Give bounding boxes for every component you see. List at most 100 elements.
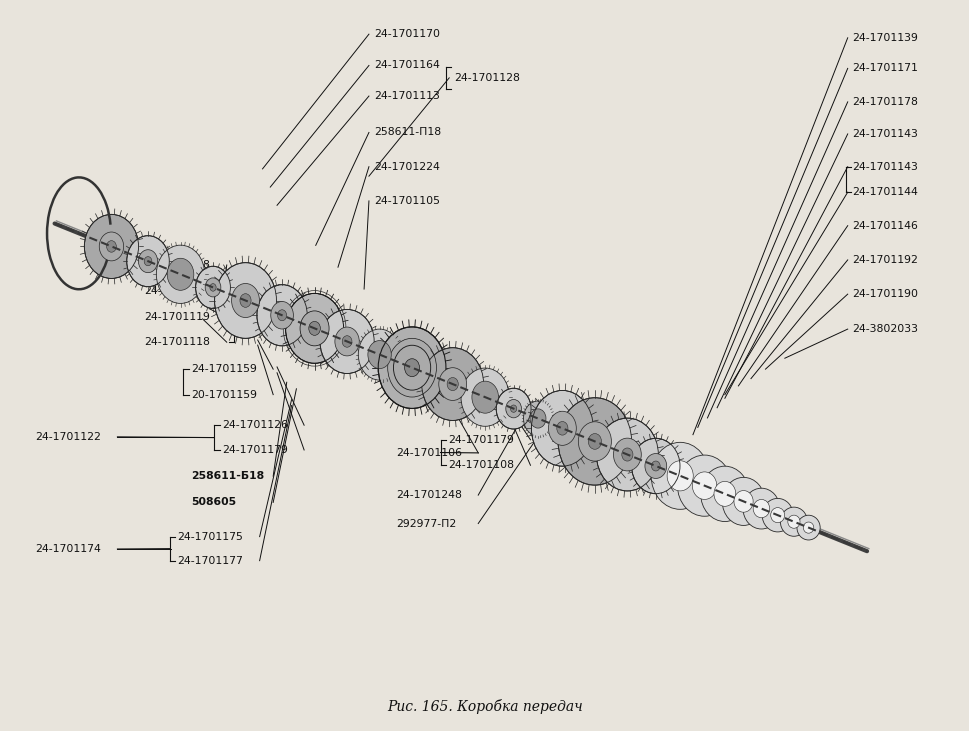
Ellipse shape: [578, 422, 610, 461]
Ellipse shape: [257, 284, 307, 346]
Ellipse shape: [447, 377, 457, 390]
Ellipse shape: [404, 359, 419, 376]
Text: 24-1701190: 24-1701190: [852, 289, 918, 299]
Ellipse shape: [334, 327, 359, 356]
Text: 24-1701179: 24-1701179: [448, 435, 514, 444]
Text: 24-1701118: 24-1701118: [144, 337, 210, 347]
Text: 24-3802033: 24-3802033: [852, 324, 918, 334]
Ellipse shape: [285, 293, 343, 363]
Text: 258611-Б18: 258611-Б18: [191, 471, 264, 481]
Ellipse shape: [144, 257, 152, 266]
Text: 24-1701159: 24-1701159: [191, 364, 257, 374]
Ellipse shape: [676, 455, 731, 516]
Text: 24-1701126: 24-1701126: [222, 420, 288, 431]
Ellipse shape: [621, 448, 633, 461]
Ellipse shape: [438, 368, 466, 401]
Text: 24-1701113: 24-1701113: [373, 91, 439, 101]
Ellipse shape: [667, 461, 693, 491]
Text: 24-1701Б16: 24-1701Б16: [241, 325, 307, 335]
Text: 20-1701159: 20-1701159: [191, 390, 257, 400]
Ellipse shape: [139, 250, 157, 273]
Ellipse shape: [556, 422, 568, 435]
Ellipse shape: [752, 499, 769, 518]
Ellipse shape: [422, 348, 484, 420]
Ellipse shape: [232, 284, 259, 317]
Text: 24-1701177: 24-1701177: [177, 556, 243, 566]
Ellipse shape: [644, 453, 666, 479]
Ellipse shape: [196, 266, 231, 308]
Ellipse shape: [277, 310, 286, 321]
Ellipse shape: [797, 515, 820, 540]
Ellipse shape: [460, 368, 509, 426]
Ellipse shape: [787, 515, 799, 529]
Text: 24-1701144: 24-1701144: [852, 187, 918, 197]
Ellipse shape: [320, 309, 374, 374]
Text: 24-1701171: 24-1701171: [852, 64, 918, 73]
Ellipse shape: [299, 311, 328, 346]
Ellipse shape: [84, 214, 139, 279]
Text: 24-1701164: 24-1701164: [373, 61, 439, 70]
Text: 24-1701175: 24-1701175: [177, 531, 243, 542]
Text: 24-1701248: 24-1701248: [395, 490, 461, 500]
Ellipse shape: [127, 235, 170, 287]
Ellipse shape: [388, 338, 436, 397]
Ellipse shape: [99, 232, 123, 261]
Ellipse shape: [505, 399, 521, 418]
Text: 24-1701105: 24-1701105: [373, 196, 439, 206]
Text: 508605: 508605: [191, 497, 235, 507]
Text: 24-1701171: 24-1701171: [144, 287, 210, 296]
Text: 24-1701179: 24-1701179: [222, 445, 288, 455]
Text: 24-1701122: 24-1701122: [35, 432, 101, 442]
Ellipse shape: [734, 491, 752, 512]
Ellipse shape: [531, 390, 593, 466]
Ellipse shape: [471, 381, 498, 413]
Ellipse shape: [270, 301, 293, 329]
Text: 24-1701170: 24-1701170: [373, 29, 439, 39]
Ellipse shape: [107, 240, 116, 252]
Ellipse shape: [510, 405, 516, 412]
Ellipse shape: [214, 262, 276, 338]
Ellipse shape: [308, 322, 320, 336]
Text: 24-1701143: 24-1701143: [852, 129, 918, 139]
Text: 24-1701139: 24-1701139: [852, 33, 918, 43]
Ellipse shape: [713, 482, 735, 507]
Ellipse shape: [700, 466, 748, 521]
Ellipse shape: [742, 488, 779, 529]
Ellipse shape: [393, 345, 430, 390]
Text: 24-1701192: 24-1701192: [852, 255, 918, 265]
Ellipse shape: [167, 258, 194, 290]
Ellipse shape: [378, 327, 446, 409]
Text: Рис. 165. Коробка передач: Рис. 165. Коробка передач: [387, 699, 582, 713]
Text: 24-1701128: 24-1701128: [453, 73, 519, 83]
Ellipse shape: [692, 472, 716, 499]
Text: 24-1701146: 24-1701146: [852, 221, 918, 231]
Ellipse shape: [650, 442, 708, 510]
Ellipse shape: [802, 522, 813, 533]
Text: 258611-П18: 258611-П18: [373, 127, 441, 137]
Ellipse shape: [557, 398, 631, 485]
Ellipse shape: [209, 284, 216, 291]
Ellipse shape: [596, 418, 658, 491]
Text: 24-1701108: 24-1701108: [448, 461, 514, 470]
Ellipse shape: [496, 388, 530, 429]
Ellipse shape: [367, 341, 391, 368]
Text: 24-1701224: 24-1701224: [373, 162, 439, 172]
Text: 24-1701143: 24-1701143: [852, 162, 918, 172]
Ellipse shape: [770, 507, 784, 523]
Ellipse shape: [651, 461, 660, 471]
Ellipse shape: [205, 278, 221, 297]
Text: 24-1701158: 24-1701158: [144, 260, 210, 270]
Ellipse shape: [587, 433, 601, 450]
Ellipse shape: [762, 499, 793, 532]
Ellipse shape: [529, 409, 546, 428]
Text: 24-1701174: 24-1701174: [35, 544, 101, 554]
Ellipse shape: [523, 401, 552, 436]
Ellipse shape: [239, 294, 251, 307]
Ellipse shape: [722, 477, 764, 526]
Ellipse shape: [342, 336, 352, 347]
Ellipse shape: [780, 507, 806, 537]
Ellipse shape: [612, 438, 641, 471]
Ellipse shape: [547, 412, 576, 445]
Text: 24-1701178: 24-1701178: [852, 97, 918, 107]
Text: 24-1701106: 24-1701106: [395, 448, 461, 458]
